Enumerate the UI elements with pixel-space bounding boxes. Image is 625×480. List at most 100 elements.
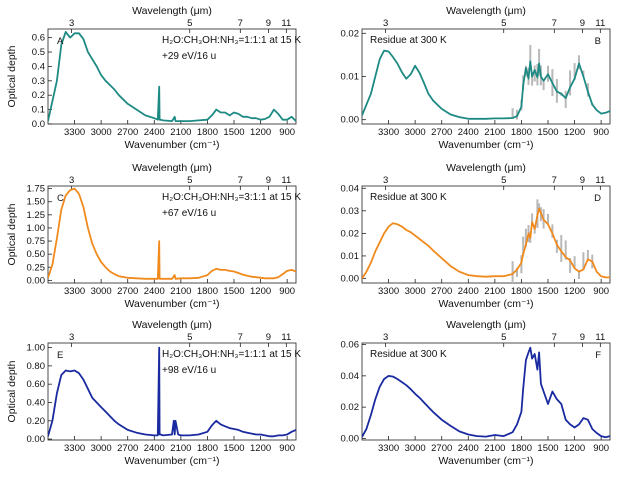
panel-letter: B — [595, 36, 601, 47]
x-tick-label: 1500 — [223, 286, 244, 297]
x-axis-title: Wavenumber (cm⁻¹) — [125, 139, 220, 151]
y-tick-label: 1.00 — [27, 343, 46, 354]
panel-letter: C — [57, 193, 64, 204]
x-tick-label: 2100 — [170, 286, 191, 297]
x-axis-title: Wavenumber (cm⁻¹) — [439, 298, 534, 310]
x-tick-label: 1500 — [537, 443, 558, 454]
y-tick-label: 0.00 — [27, 434, 46, 445]
x-tick-label: 2100 — [484, 286, 505, 297]
top-tick-label: 7 — [552, 18, 557, 29]
x-tick-label: 1200 — [564, 443, 585, 454]
y-tick-label: 0.03 — [341, 206, 360, 217]
y-tick-label: 0.60 — [27, 379, 46, 390]
x-tick-label: 900 — [279, 127, 295, 138]
x-tick-label: 2400 — [144, 127, 165, 138]
top-tick-label: 7 — [552, 332, 557, 343]
y-tick-label: 0.02 — [341, 228, 360, 239]
top-axis-title: Wavelength (μm) — [132, 5, 212, 17]
noise-band — [511, 199, 594, 283]
panel-title: Residue at 300 K — [370, 349, 447, 360]
x-tick-label: 1200 — [564, 127, 585, 138]
y-tick-label: 0.00 — [341, 115, 360, 126]
plot-frame — [47, 28, 297, 125]
top-tick-label: 11 — [595, 332, 605, 343]
x-tick-label: 2400 — [458, 127, 479, 138]
x-tick-label: 3000 — [91, 443, 112, 454]
x-tick-label: 2100 — [484, 127, 505, 138]
x-tick-label: 900 — [593, 286, 609, 297]
x-tick-label: 1800 — [511, 443, 532, 454]
top-axis-title: Wavelength (μm) — [446, 5, 526, 17]
x-tick-label: 2100 — [170, 127, 191, 138]
x-tick-label: 2700 — [431, 127, 452, 138]
x-axis-title: Wavenumber (cm⁻¹) — [439, 139, 534, 151]
chart-panels: Wavelength (μm) 3 5 7 9 11 3300 3000 2700 2400 210… — [6, 5, 611, 467]
x-tick-label: 2700 — [431, 443, 452, 454]
x-tick-label: 900 — [279, 443, 295, 454]
top-axis-title: Wavelength (μm) — [446, 162, 526, 174]
top-tick-label: 7 — [238, 175, 243, 186]
top-tick-label: 3 — [69, 332, 74, 343]
plot-frame — [47, 342, 297, 441]
top-tick-label: 3 — [383, 175, 388, 186]
x-tick-label: 3000 — [405, 127, 426, 138]
x-tick-label: 1800 — [511, 127, 532, 138]
top-tick-label: 3 — [69, 18, 74, 29]
x-axis-title: Wavenumber (cm⁻¹) — [125, 455, 220, 467]
y-tick-label: 1.75 — [27, 184, 46, 195]
y-tick-label: 0.02 — [341, 28, 360, 39]
y-tick-label: 0.06 — [341, 340, 360, 351]
spectrum-line — [48, 346, 296, 438]
top-tick-label: 3 — [69, 175, 74, 186]
top-tick-label: 5 — [501, 18, 506, 29]
y-tick-label: 0.02 — [341, 402, 360, 413]
y-tick-label: 0.75 — [27, 236, 46, 247]
x-tick-label: 3300 — [64, 286, 85, 297]
top-tick-label: 11 — [281, 332, 291, 343]
top-tick-label: 9 — [266, 18, 271, 29]
y-tick-label: 0.6 — [32, 33, 45, 44]
x-tick-label: 1500 — [537, 286, 558, 297]
y-tick-label: 0.00 — [27, 275, 46, 286]
top-tick-label: 5 — [501, 332, 506, 343]
top-tick-label: 9 — [266, 175, 271, 186]
panel-letter: E — [57, 350, 63, 361]
x-tick-label: 3000 — [91, 286, 112, 297]
top-tick-label: 9 — [580, 175, 585, 186]
y-tick-label: 0.00 — [341, 433, 360, 444]
top-tick-label: 11 — [281, 18, 291, 29]
x-tick-label: 1500 — [537, 127, 558, 138]
panel-subtitle: +29 eV/16 u — [162, 51, 216, 62]
panel-c: Wavelength (μm) 3 5 7 9 11 3300 3000 2700 2400 210… — [6, 162, 301, 310]
y-tick-label: 1.50 — [27, 197, 46, 208]
x-tick-label: 2100 — [484, 443, 505, 454]
y-tick-label: 0.80 — [27, 361, 46, 372]
top-axis-title: Wavelength (μm) — [446, 319, 526, 331]
x-tick-label: 1500 — [223, 443, 244, 454]
x-tick-label: 900 — [279, 286, 295, 297]
top-tick-label: 3 — [383, 332, 388, 343]
y-tick-label: 0.0 — [32, 119, 45, 130]
y-tick-label: 0.01 — [341, 72, 360, 83]
y-tick-label: 1.00 — [27, 223, 46, 234]
y-tick-label: 0.40 — [27, 397, 46, 408]
x-tick-label: 2400 — [144, 286, 165, 297]
y-tick-label: 0.2 — [32, 90, 45, 101]
panel-a: Wavelength (μm) 3 5 7 9 11 3300 3000 2700 2400 210… — [6, 5, 301, 151]
plot-frame — [361, 185, 611, 284]
x-axis-title: Wavenumber (cm⁻¹) — [125, 298, 220, 310]
x-tick-label: 3300 — [378, 127, 399, 138]
y-tick-label: 0.3 — [32, 76, 45, 87]
x-tick-label: 3000 — [91, 127, 112, 138]
panel-subtitle: +98 eV/16 u — [162, 365, 216, 376]
x-tick-label: 1200 — [564, 286, 585, 297]
plot-frame — [47, 185, 297, 284]
x-tick-label: 3300 — [378, 286, 399, 297]
panel-letter: F — [595, 350, 601, 361]
panel-letter: D — [594, 193, 601, 204]
x-tick-label: 2400 — [458, 443, 479, 454]
y-tick-label: 1.25 — [27, 210, 46, 221]
x-tick-label: 1800 — [511, 286, 532, 297]
y-tick-label: 0.25 — [27, 262, 46, 273]
